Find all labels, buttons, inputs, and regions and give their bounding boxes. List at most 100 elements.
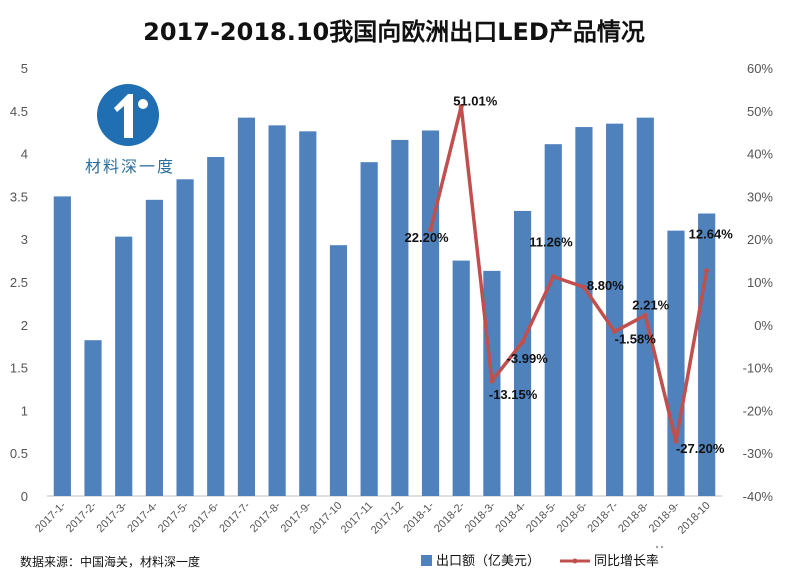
x-tick-label: 2018-3- (463, 499, 499, 535)
x-tick-label: 2017-7- (217, 499, 253, 535)
line-data-label: -13.15% (489, 387, 538, 402)
y-right-tick-label: -10% (743, 361, 774, 376)
y-left-tick-label: 0 (21, 489, 28, 504)
line-point (520, 339, 526, 345)
wechat-icon (651, 542, 676, 561)
logo-text: 材料深一度 (85, 157, 175, 176)
bar (84, 340, 102, 496)
bar (698, 213, 716, 496)
x-tick-label: 2018-8- (616, 499, 652, 535)
y-left-tick-label: 4 (21, 147, 28, 162)
bar (237, 117, 256, 496)
line-point (489, 378, 495, 384)
line-data-label: -27.20% (676, 441, 725, 456)
legend-bar-label: 出口额（亿美元） (436, 554, 540, 569)
y-axis-right: -40% -30% -20% -10% 0% 10% 20% 30% 40% 50% 60% (743, 61, 774, 504)
line-point (428, 227, 434, 233)
line-point (550, 274, 556, 280)
line-point (673, 438, 679, 444)
y-right-tick-label: 20% (747, 232, 773, 247)
bar (452, 260, 470, 496)
line-series (428, 103, 710, 444)
x-tick-label: 2017-1- (33, 499, 69, 535)
x-tick-label: 2017-2- (64, 499, 100, 535)
logo-mark-dot (138, 99, 148, 109)
y-left-tick-label: 2.5 (10, 275, 28, 290)
legend-line-marker (572, 558, 578, 564)
legend: 出口额（亿美元） 同比增长率 (421, 553, 659, 569)
x-tick-label: 2018-1- (401, 499, 437, 535)
y-left-tick-label: 1 (21, 403, 28, 418)
logo-mark-shape (114, 94, 133, 138)
line-data-label: 51.01% (453, 93, 498, 108)
watermark: 材料深一度 (651, 542, 755, 561)
line-point (612, 329, 618, 335)
watermark-text: 材料深一度 (680, 542, 755, 560)
y-right-tick-label: -30% (743, 446, 774, 461)
growth-line (428, 104, 709, 443)
y-left-tick-label: 3 (21, 232, 28, 247)
bar (268, 125, 286, 497)
bar (606, 123, 624, 496)
legend-line-label: 同比增长率 (594, 553, 659, 569)
x-tick-label: 2018-7- (585, 499, 621, 535)
bar-series (53, 117, 716, 497)
y-right-tick-label: 60% (747, 61, 773, 76)
x-tick-label: 2018-10 (676, 500, 713, 537)
x-tick-label: 2018-5- (524, 499, 560, 535)
x-axis-ticks: 2017-1-2017-2-2017-3-2017-4-2017-5-2017-… (33, 499, 713, 536)
x-tick-label: 2017-6- (187, 499, 223, 535)
line-point (458, 103, 464, 109)
y-left-tick-label: 2 (21, 318, 28, 333)
logo: 材料深一度 (85, 84, 175, 176)
line-data-label: 2.21% (632, 297, 669, 312)
line-point (581, 284, 587, 290)
bar (391, 139, 409, 497)
bar (360, 162, 378, 496)
bar (636, 117, 654, 496)
line-point (642, 312, 648, 318)
x-tick-label: 2017-3- (95, 499, 131, 535)
bar (421, 130, 440, 496)
bar (329, 245, 348, 496)
line-data-labels: 22.20% 51.01% -13.15% -3.99% 11.26% 8.80% -1.5… (405, 93, 734, 456)
line-data-label: 22.20% (405, 230, 450, 245)
x-tick-label: 2017-11 (339, 500, 375, 536)
bar (299, 131, 317, 496)
y-right-tick-label: 50% (747, 104, 773, 119)
bar (544, 144, 562, 496)
y-axis-left: 0 0.5 1 1.5 2 2.5 3 3.5 4 4.5 5 (10, 61, 28, 504)
line-data-label: 8.80% (587, 278, 624, 293)
x-tick-label: 2017-10 (308, 500, 345, 537)
legend-bar-swatch (421, 555, 432, 566)
line-data-label: 12.64% (689, 227, 734, 242)
bar (176, 179, 194, 496)
bar (115, 236, 133, 496)
bar (513, 210, 532, 496)
y-right-tick-label: -40% (743, 489, 774, 504)
bar (145, 199, 163, 496)
x-tick-label: 2017-12 (369, 500, 406, 537)
bar (207, 157, 225, 497)
y-right-tick-label: 30% (747, 189, 773, 204)
y-right-tick-label: 0% (754, 318, 773, 333)
line-data-label: -1.58% (615, 332, 657, 347)
x-tick-label: 2018-2- (432, 499, 468, 535)
x-tick-label: 2017-4- (125, 499, 161, 535)
line-point (704, 268, 710, 274)
y-left-tick-label: 0.5 (10, 446, 28, 461)
bar (53, 196, 71, 496)
line-data-label: -3.99% (507, 351, 549, 366)
y-left-tick-label: 1.5 (10, 361, 28, 376)
x-tick-label: 2017-5- (156, 499, 192, 535)
x-tick-label: 2018-4- (493, 499, 529, 535)
y-left-tick-label: 4.5 (10, 104, 28, 119)
y-right-tick-label: 10% (747, 275, 773, 290)
y-left-tick-label: 3.5 (10, 189, 28, 204)
y-left-tick-label: 5 (21, 61, 28, 76)
y-right-tick-label: -20% (743, 403, 774, 418)
x-tick-label: 2018-6- (555, 499, 591, 535)
line-data-label: 11.26% (529, 235, 573, 250)
chart-title: 2017-2018.10我国向欧洲出口LED产品情况 (143, 18, 645, 46)
